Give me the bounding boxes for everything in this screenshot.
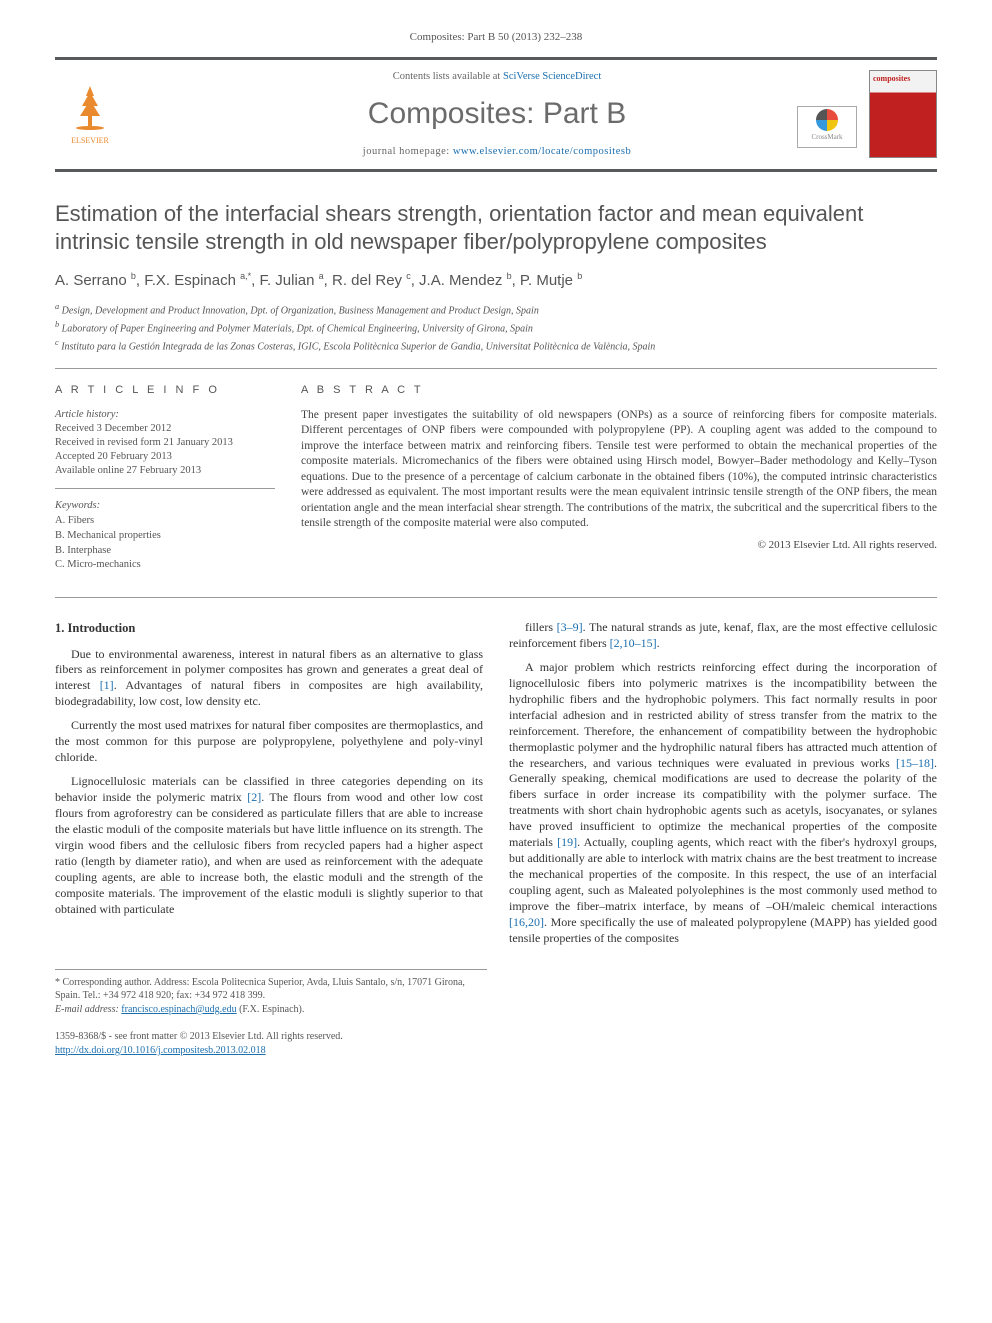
history-line: Available online 27 February 2013 [55,464,275,478]
body-paragraph: Due to environmental awareness, interest… [55,647,483,711]
crossmark-icon [816,109,838,131]
history-label: Article history: [55,408,275,422]
journal-header: ELSEVIER Contents lists available at Sci… [55,57,937,172]
article-info-column: A R T I C L E I N F O Article history: R… [55,383,275,573]
corresponding-text: * Corresponding author. Address: Escola … [55,976,487,1003]
affiliation-line: a Design, Development and Product Innova… [55,301,937,318]
affiliation-line: c Instituto para la Gestión Integrada de… [55,337,937,354]
keyword-line: B. Interphase [55,544,275,559]
keyword-line: A. Fibers [55,514,275,529]
article-history: Article history: Received 3 December 201… [55,408,275,490]
doi-link[interactable]: http://dx.doi.org/10.1016/j.compositesb.… [55,1045,266,1056]
crossmark-label: CrossMark [811,133,842,141]
author-list: A. Serrano b, F.X. Espinach a,*, F. Juli… [55,270,937,291]
citation-ref[interactable]: [16,20] [509,915,544,929]
citation-ref[interactable]: [3–9] [557,620,583,634]
keywords-label: Keywords: [55,499,275,514]
info-abstract-row: A R T I C L E I N F O Article history: R… [55,368,937,573]
footer-left: 1359-8368/$ - see front matter © 2013 El… [55,1030,343,1057]
body-columns: 1. Introduction Due to environmental awa… [55,620,937,955]
journal-cover-thumbnail: composites [869,70,937,158]
homepage-prefix: journal homepage: [363,146,453,157]
abstract-heading: A B S T R A C T [301,383,937,398]
journal-name: Composites: Part B [125,94,869,135]
citation-ref[interactable]: [15–18] [896,756,934,770]
header-citation: Composites: Part B 50 (2013) 232–238 [55,30,937,45]
history-line: Accepted 20 February 2013 [55,450,275,464]
abstract-column: A B S T R A C T The present paper invest… [301,383,937,573]
contents-available-line: Contents lists available at SciVerse Sci… [125,70,869,84]
abstract-text: The present paper investigates the suita… [301,408,937,532]
publisher-name: ELSEVIER [60,136,120,147]
keyword-line: C. Micro-mechanics [55,558,275,573]
citation-ref[interactable]: [1] [100,678,114,692]
body-paragraph: A major problem which restricts reinforc… [509,660,937,947]
citation-ref[interactable]: [2] [247,790,261,804]
citation-ref[interactable]: [2,10–15] [610,636,657,650]
body-paragraph: Lignocellulosic materials can be classif… [55,774,483,918]
abstract-copyright: © 2013 Elsevier Ltd. All rights reserved… [301,538,937,553]
article-title: Estimation of the interfacial shears str… [55,200,937,256]
body-column-left: 1. Introduction Due to environmental awa… [55,620,483,955]
article-info-heading: A R T I C L E I N F O [55,383,275,398]
elsevier-tree-icon [66,82,114,130]
keywords-block: Keywords: A. FibersB. Mechanical propert… [55,499,275,572]
crossmark-badge[interactable]: CrossMark [797,106,857,148]
citation-ref[interactable]: [19] [557,835,577,849]
corresponding-author-footnote: * Corresponding author. Address: Escola … [55,969,487,1017]
homepage-link[interactable]: www.elsevier.com/locate/compositesb [453,146,631,157]
email-label: E-mail address: [55,1004,119,1015]
journal-center-block: Contents lists available at SciVerse Sci… [125,70,869,159]
keyword-line: B. Mechanical properties [55,529,275,544]
cover-title: composites [873,74,910,85]
issn-line: 1359-8368/$ - see front matter © 2013 El… [55,1030,343,1044]
publisher-logo: ELSEVIER [55,82,125,147]
history-line: Received in revised form 21 January 2013 [55,436,275,450]
journal-homepage: journal homepage: www.elsevier.com/locat… [125,145,869,159]
intro-heading: 1. Introduction [55,620,483,637]
affiliations: a Design, Development and Product Innova… [55,301,937,353]
body-paragraph: Currently the most used matrixes for nat… [55,718,483,766]
section-divider [55,597,937,598]
page-footer: 1359-8368/$ - see front matter © 2013 El… [55,1030,937,1057]
contents-prefix: Contents lists available at [393,71,503,82]
affiliation-line: b Laboratory of Paper Engineering and Po… [55,319,937,336]
history-line: Received 3 December 2012 [55,422,275,436]
scidir-link[interactable]: SciVerse ScienceDirect [503,71,601,82]
body-column-right: fillers [3–9]. The natural strands as ju… [509,620,937,955]
email-suffix: (F.X. Espinach). [239,1004,304,1015]
corresponding-email-link[interactable]: francisco.espinach@udg.edu [121,1004,236,1015]
body-paragraph: fillers [3–9]. The natural strands as ju… [509,620,937,652]
